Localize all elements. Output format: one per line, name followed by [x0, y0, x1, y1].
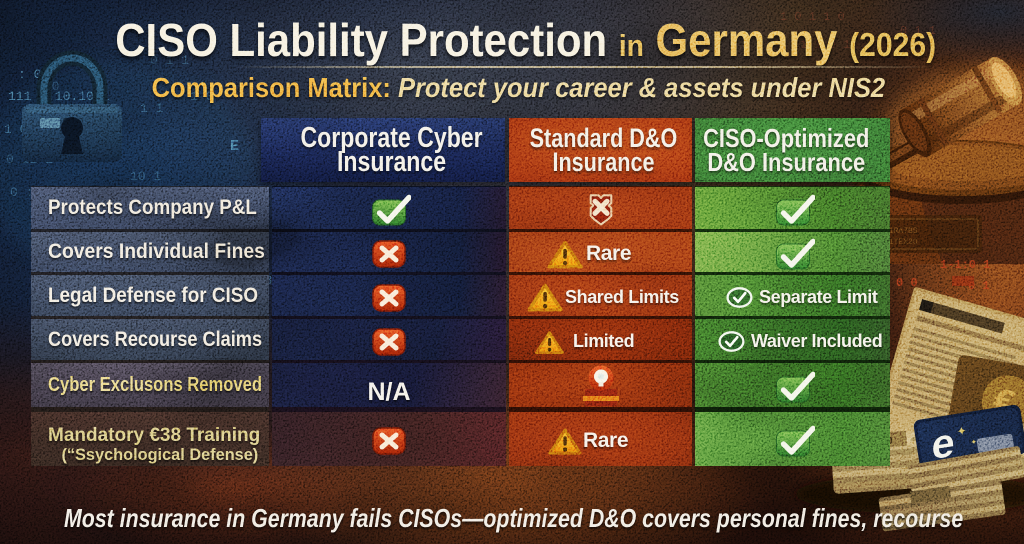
svg-text:1-1:0 1: 1-1:0 1 [940, 258, 990, 272]
svg-text:0 0: 0 0 [896, 276, 918, 290]
